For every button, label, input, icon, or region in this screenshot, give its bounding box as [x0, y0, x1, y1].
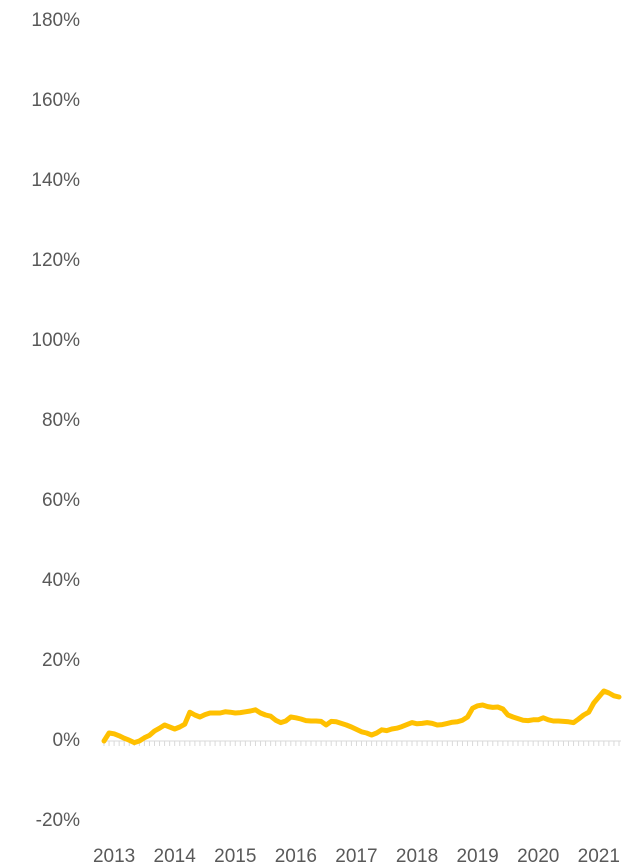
x-tick-label: 2018	[396, 846, 438, 867]
x-tick-label: 2021	[578, 846, 620, 867]
y-tick-label: 160%	[31, 90, 80, 111]
y-tick-label: -20%	[36, 810, 80, 831]
y-tick-label: 100%	[31, 330, 80, 351]
x-tick-label: 2017	[335, 846, 377, 867]
x-tick-label: 2016	[275, 846, 317, 867]
y-tick-label: 140%	[31, 170, 80, 191]
line-series	[101, 688, 622, 746]
y-tick-label: 120%	[31, 250, 80, 271]
y-tick-label: 20%	[42, 650, 80, 671]
y-tick-label: 80%	[42, 410, 80, 431]
y-tick-label: 180%	[31, 10, 80, 31]
x-tick-label: 2020	[517, 846, 559, 867]
x-tick-label: 2015	[214, 846, 256, 867]
y-tick-label: 0%	[53, 730, 81, 751]
x-tick-label: 2019	[456, 846, 498, 867]
y-tick-label: 60%	[42, 490, 80, 511]
x-tick-label: 2014	[154, 846, 197, 867]
x-tick-label: 2013	[93, 846, 135, 867]
y-tick-label: 40%	[42, 570, 80, 591]
